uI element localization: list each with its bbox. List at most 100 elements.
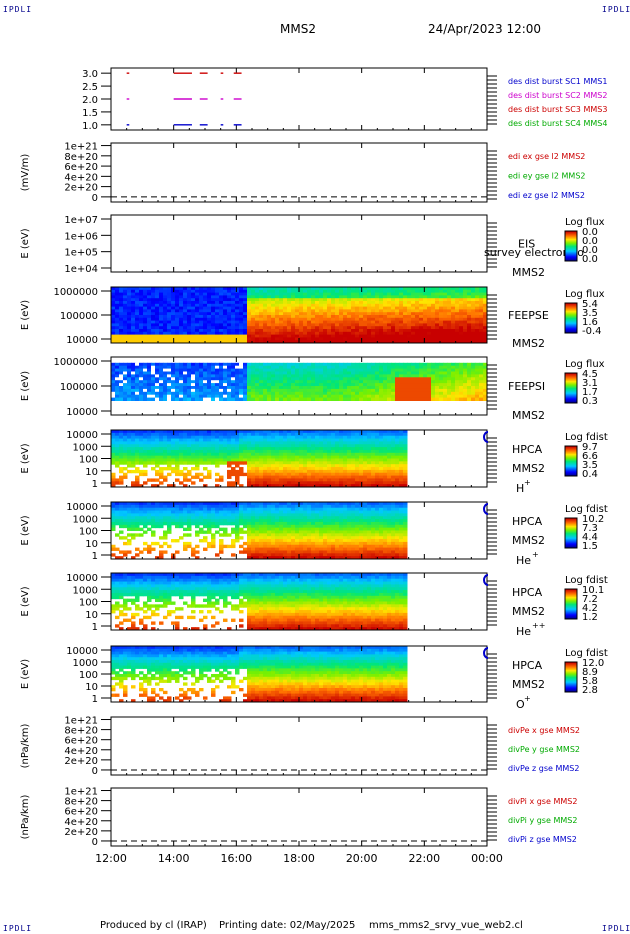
spectrogram-cell xyxy=(343,380,348,384)
spectrogram-cell xyxy=(175,441,180,445)
spectrogram-cell xyxy=(139,326,144,330)
spectrogram-cell xyxy=(191,481,196,485)
spectrogram-cell xyxy=(219,289,224,294)
spectrogram-cell xyxy=(339,365,344,370)
spectrogram-cell xyxy=(151,374,156,378)
spectrogram-cell xyxy=(163,365,168,370)
spectrogram-cell xyxy=(371,430,376,434)
spectrogram-cell xyxy=(403,449,408,454)
spectrogram-cell xyxy=(167,312,172,316)
spectrogram-cell xyxy=(343,383,348,387)
spectrogram-cell xyxy=(127,295,132,299)
spectrogram-cell xyxy=(195,467,200,471)
spectrogram-cell xyxy=(123,365,128,370)
spectrogram-cell xyxy=(287,430,292,434)
spectrogram-cell xyxy=(227,481,232,485)
spectrogram-cell xyxy=(175,326,180,330)
spectrogram-cell xyxy=(159,365,164,370)
spectrogram-cell xyxy=(119,383,124,387)
spectrogram-cell xyxy=(411,380,416,384)
spectrogram-cell xyxy=(275,292,280,296)
spectrogram-cell xyxy=(327,455,332,459)
spectrogram-cell xyxy=(219,380,224,384)
spectrogram-cell xyxy=(339,464,344,468)
spectrogram-cell xyxy=(203,386,208,390)
spectrogram-cell xyxy=(155,340,160,344)
panel-frame-divpe xyxy=(110,716,488,776)
spectrogram-cell xyxy=(367,391,372,396)
spectrogram-cell xyxy=(295,331,300,336)
spectrogram-cell xyxy=(303,329,308,333)
spectrogram-cell xyxy=(335,449,340,454)
spectrogram-cell xyxy=(267,475,272,479)
spectrogram-cell xyxy=(199,326,204,330)
spectrogram-cell xyxy=(323,452,328,457)
spectrogram-cell xyxy=(439,371,444,375)
spectrogram-cell xyxy=(159,306,164,310)
spectrogram-cell xyxy=(191,317,196,322)
spectrogram-cell xyxy=(319,365,324,370)
spectrogram-cell xyxy=(423,371,428,375)
spectrogram-cell xyxy=(151,455,156,459)
spectrogram-cell xyxy=(331,469,336,474)
spectrogram-cell xyxy=(215,380,220,384)
spectrogram-cell xyxy=(199,458,204,462)
spectrogram-cell xyxy=(371,394,376,399)
spectrogram-cell xyxy=(211,438,216,442)
y-tick-label: 0 xyxy=(92,193,98,204)
spectrogram-cell xyxy=(251,464,256,468)
spectrogram-cell xyxy=(171,469,176,474)
spectrogram-cell xyxy=(255,464,260,468)
spectrogram-cell xyxy=(179,388,184,393)
spectrogram-cell xyxy=(331,320,336,324)
spectrogram-cell xyxy=(159,472,164,477)
spectrogram-cell xyxy=(367,438,372,442)
spectrogram-cell xyxy=(159,458,164,462)
spectrogram-cell xyxy=(463,394,468,399)
y-tick-label: 2e+20 xyxy=(64,756,98,767)
spectrogram-cell xyxy=(227,383,232,387)
spectrogram-cell xyxy=(367,458,372,462)
spectrogram-cell xyxy=(447,388,452,393)
spectrogram-cell xyxy=(311,388,316,393)
spectrogram-cell xyxy=(347,383,352,387)
spectrogram-cell xyxy=(403,430,408,434)
spectrogram-cell xyxy=(259,298,264,302)
spectrogram-cell xyxy=(371,481,376,485)
spectrogram-cell xyxy=(147,331,152,336)
spectrogram-cell xyxy=(163,323,168,327)
colorbar-cell xyxy=(565,236,577,238)
spectrogram-cell xyxy=(127,388,132,393)
spectrogram-cell xyxy=(331,292,336,296)
spectrogram-cell xyxy=(139,317,144,322)
spectrogram-cell xyxy=(467,391,472,396)
spectrogram-cell xyxy=(359,475,364,479)
spectrogram-cell xyxy=(323,449,328,454)
spectrogram-cell xyxy=(219,315,224,319)
spectrogram-cell xyxy=(287,475,292,479)
spectrogram-cell xyxy=(367,472,372,477)
spectrogram-cell xyxy=(275,371,280,375)
spectrogram-cell xyxy=(291,326,296,330)
spectrogram-cell xyxy=(127,331,132,336)
spectrogram-cell xyxy=(363,374,368,378)
spectrogram-cell xyxy=(259,289,264,294)
spectrogram-cell xyxy=(219,326,224,330)
spectrogram-cell xyxy=(479,368,484,372)
spectrogram-cell xyxy=(267,362,272,367)
spectrogram-cell xyxy=(175,461,180,465)
spectrogram-cell xyxy=(287,331,292,336)
spectrogram-cell xyxy=(219,331,224,336)
spectrogram-cell xyxy=(343,458,348,462)
spectrogram-cell xyxy=(319,458,324,462)
spectrogram-cell xyxy=(379,449,384,454)
spectrogram-cell xyxy=(235,315,240,319)
spectrogram-cell xyxy=(307,298,312,302)
spectrogram-cell xyxy=(211,371,216,375)
spectrogram-cell xyxy=(135,320,140,324)
spectrogram-cell xyxy=(355,368,360,372)
spectrogram-cell xyxy=(123,362,128,367)
spectrogram-cell xyxy=(139,292,144,296)
spectrogram-cell xyxy=(279,464,284,468)
spectrogram-cell xyxy=(111,391,116,396)
